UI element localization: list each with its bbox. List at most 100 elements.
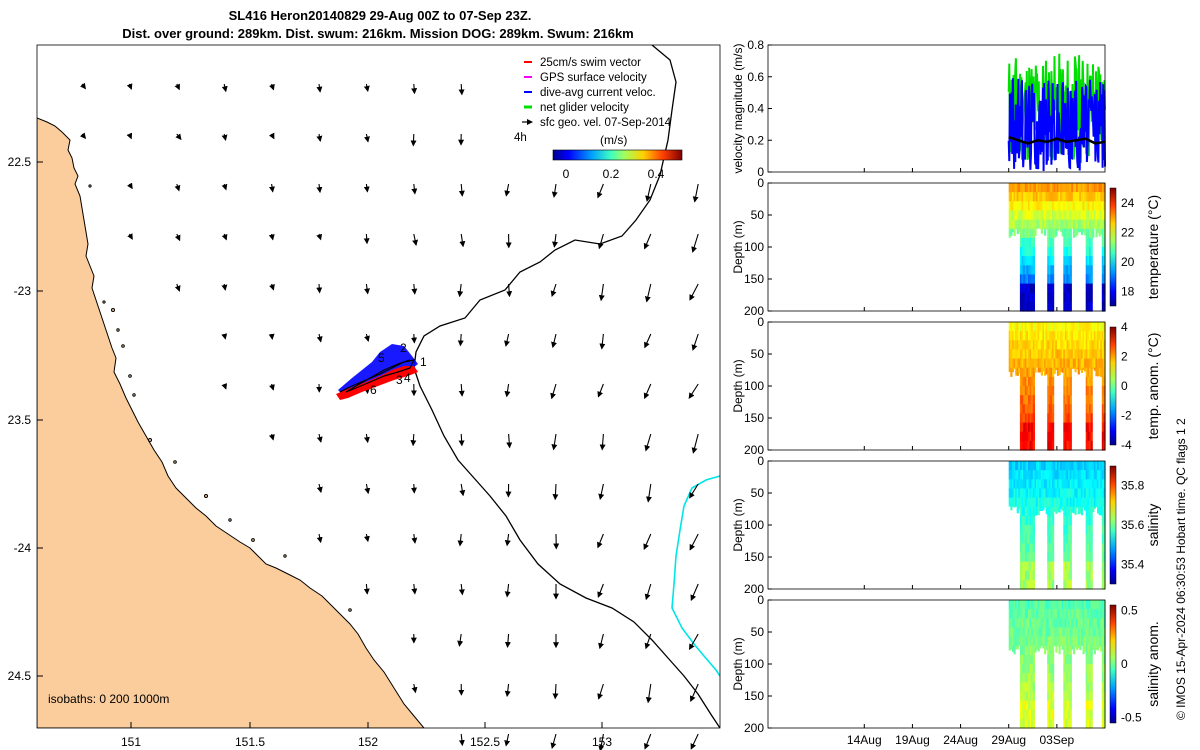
geo-velocity-arrow [221,133,228,141]
heatmap-cell [1021,461,1024,471]
heatmap-cell [1072,219,1076,230]
heatmap-cell [1064,265,1068,275]
colorbar-tick-label: 18 [1121,284,1135,298]
heatmap-cell [1040,479,1043,489]
heatmap-cell [1087,386,1090,396]
map-x-ticks: 151 151.5 152 152.5 153 [121,722,612,749]
heatmap-cell [1064,506,1068,517]
heatmap-cell [1093,331,1096,341]
heatmap-cell [1090,682,1093,692]
ytick-label: 100 [744,240,764,254]
heatmap-cell [1018,349,1021,360]
geo-velocity-arrow [458,83,465,96]
heatmap-cell [1032,192,1035,202]
heatmap-cell [1019,422,1023,433]
heatmap-cell [1052,265,1055,275]
heatmap-cell [1074,636,1077,647]
heatmap-cell [1085,673,1088,683]
heatmap-cell [1085,618,1088,628]
heatmap-cell [1063,618,1066,628]
heatmap-cell [1079,645,1082,651]
heatmap-cell [1021,358,1024,369]
heatmap-cell [1013,600,1016,610]
heatmap-cell [1092,367,1095,369]
heatmap-cell [1047,301,1050,312]
heatmap-cell [1064,322,1068,332]
heatmap-cell [1089,600,1092,610]
heatmap-cell [1076,349,1079,360]
heatmap-cell [1068,247,1071,257]
heatmap-cell [1101,322,1104,332]
heatmap-cell [1064,654,1068,665]
heatmap-cell [1053,340,1056,350]
heatmap-cell [1068,600,1071,610]
geo-velocity-arrow [364,483,371,495]
heatmap-cell [1010,349,1013,360]
heatmap-cell [1076,627,1079,638]
heatmap-cell [1028,331,1031,341]
heatmap-cell [1090,228,1093,239]
heatmap-cell [1064,404,1068,414]
heatmap-cell [1082,358,1085,369]
heatmap-cell [1031,488,1034,499]
heatmap-cell [1087,709,1090,720]
heatmap-cell [1063,340,1066,350]
heatmap-cell [1076,461,1079,471]
heatmap-cell [1058,488,1061,499]
heatmap-cell [1031,301,1034,312]
heatmap-cell [1029,210,1032,221]
heatmap-cell [1063,292,1066,303]
geo-velocity-arrow [221,233,228,241]
heatmap-cell [1021,274,1024,285]
heatmap-cell [1023,673,1026,683]
heatmap-cell [1013,609,1016,619]
heatmap-cell [1077,618,1080,628]
heatmap-cell [1023,709,1026,720]
heatmap-cell [1103,265,1106,275]
heatmap-cell [1028,664,1031,674]
heatmap-cell [1052,470,1055,480]
heatmap-cell [1019,515,1023,526]
map-xtick-label: 153 [592,735,612,749]
heatmap-cell [1097,461,1100,471]
heatmap-cell [1072,506,1076,514]
heatmap-cell [1066,709,1069,720]
heatmap-cell [1021,700,1024,711]
heatmap-cell [1090,645,1093,656]
heatmap-cell [1044,636,1047,647]
heatmap-cell [1085,700,1088,711]
heatmap-cell [1072,228,1076,238]
geo-velocity-arrow [268,433,275,441]
map-xtick-label: 152 [358,735,378,749]
heatmap-cell [1097,497,1100,508]
heatmap-cell [1097,645,1100,651]
heatmap-cell [1071,609,1074,619]
geo-velocity-arrow [174,83,180,91]
heatmap-cell [1074,470,1077,480]
heatmap-cell [1090,358,1093,369]
legend-item-gps: GPS surface velocity [540,72,647,84]
heatmap-cell [1021,636,1024,647]
heatmap-cell [1055,358,1058,369]
heatmap-cell [1019,618,1023,628]
heatmap-cell [1039,349,1042,360]
heatmap-cell [1100,645,1103,652]
heatmap-cell [1069,440,1072,451]
heatmap-cell [1066,645,1069,656]
heatmap-cell [1050,237,1053,248]
heatmap-cell [1069,673,1072,683]
heatmap-cell [1063,201,1066,211]
heatmap-cell [1064,256,1068,266]
heatmap-cell [1032,682,1035,692]
heatmap-cell [1066,210,1069,221]
heatmap-cell [1018,192,1021,202]
heatmap-cell [1082,609,1085,619]
heatmap-cell [1039,479,1042,489]
heatmap-cell [1037,367,1040,373]
heatmap-cell [1090,515,1093,526]
heatmap-cell [1087,700,1090,711]
swim-vectors [336,366,418,400]
heatmap-cell [1048,609,1051,619]
heatmap-cell [1064,552,1068,563]
heatmap-cell [1090,636,1093,647]
